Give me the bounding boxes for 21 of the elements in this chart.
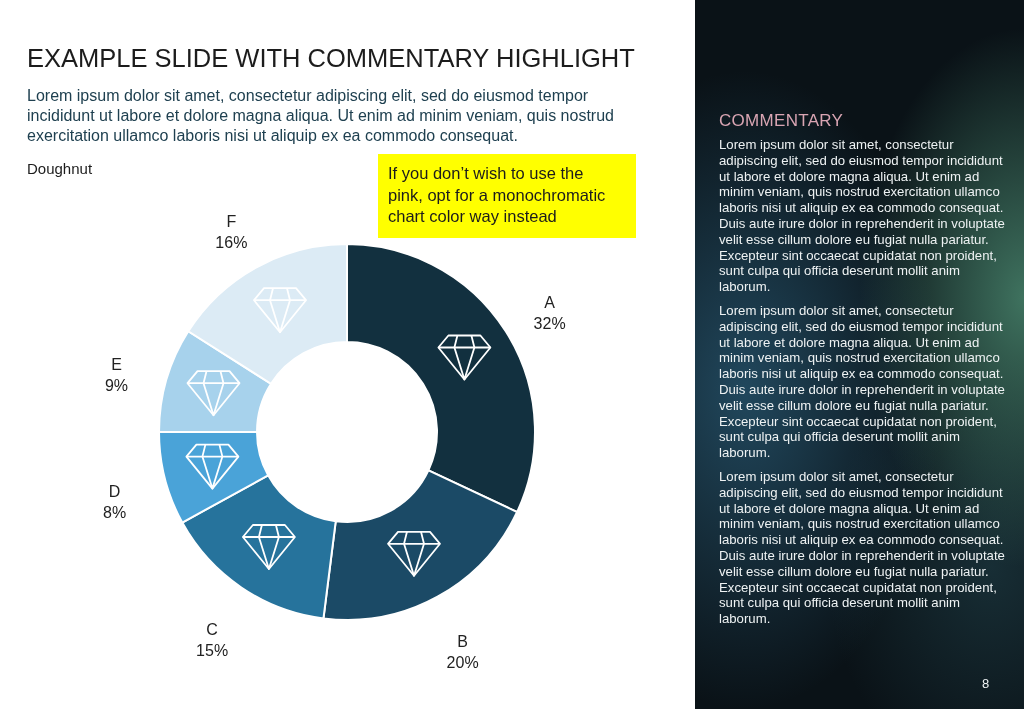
text: 8	[982, 676, 990, 691]
text: Doughnut	[27, 160, 93, 177]
data-label: 20%	[446, 654, 479, 672]
text: COMMENTARY	[719, 111, 845, 131]
slice-label: C	[206, 621, 218, 639]
slice-label: B	[457, 633, 468, 651]
data-label: 9%	[104, 377, 129, 395]
text: Lorem ipsum dolor sit amet, consectetur adipiscing elit, sed do eiusmod tempor incididunt ut labore et dolore magna aliqua. Ut enim ad minim veniam, quis nostrud exercitation ullamco laboris nisi ut aliquip ex ea commodo consequat. Duis aute irure dolor in reprehenderit in voluptate velit esse cillum dolore eu fugiat nulla pariatur. Excepteur sint occaecat cupidatat non proident, sunt culpa qui officia deserunt mollit anim laborum.	[719, 302, 1005, 461]
data-label: 8%	[102, 503, 127, 521]
data-label: 15%	[196, 642, 229, 660]
slice-label: F	[226, 212, 237, 230]
chart-title: EXAMPLE SLIDE WITH COMMENTARY HIGHLIGHT	[27, 44, 635, 73]
text: Lorem ipsum dolor sit amet, consectetur adipiscing elit, sed do eiusmod tempor incididunt ut labore et dolore magna aliqua. Ut enim ad minim veniam, quis nostrud exercitation ullamco laboris nisi ut aliquip ex ea commodo consequat. Duis aute irure dolor in reprehenderit in voluptate velit esse cillum dolore eu fugiat nulla pariatur. Excepteur sint occaecat cupidatat non proident, sunt culpa qui officia deserunt mollit anim laborum.	[719, 137, 1005, 295]
slice-label: D	[108, 482, 121, 500]
note-box: If you don’t wish to use the pink, opt for a monochromatic chart color way instead	[378, 154, 636, 238]
data-label: 32%	[533, 315, 566, 333]
text: Lorem ipsum dolor sit amet, consectetur adipiscing elit, sed do eiusmod tempor incididunt ut labore et dolore magna aliqua. Ut enim ad minim veniam, quis nostrud exercitation ullamco laboris nisi ut aliquip ex ea commodo consequat. Duis aute irure dolor in reprehenderit in voluptate velit esse cillum dolore eu fugiat nulla pariatur. Excepteur sint occaecat cupidatat non proident, sunt culpa qui officia deserunt mollit anim laborum.	[719, 468, 1005, 627]
slice-label: A	[544, 294, 556, 312]
slice-label: E	[111, 356, 122, 374]
data-label: 16%	[215, 233, 248, 251]
chart-subtitle: Lorem ipsum dolor sit amet, consectetur adipiscing elit, sed do eiusmod tempor incididunt ut labore et dolore magna aliqua. Ut enim ad minim veniam, quis nostrud exercitation ullamco laboris nisi ut aliquip ex ea commodo consequat.	[27, 86, 615, 146]
